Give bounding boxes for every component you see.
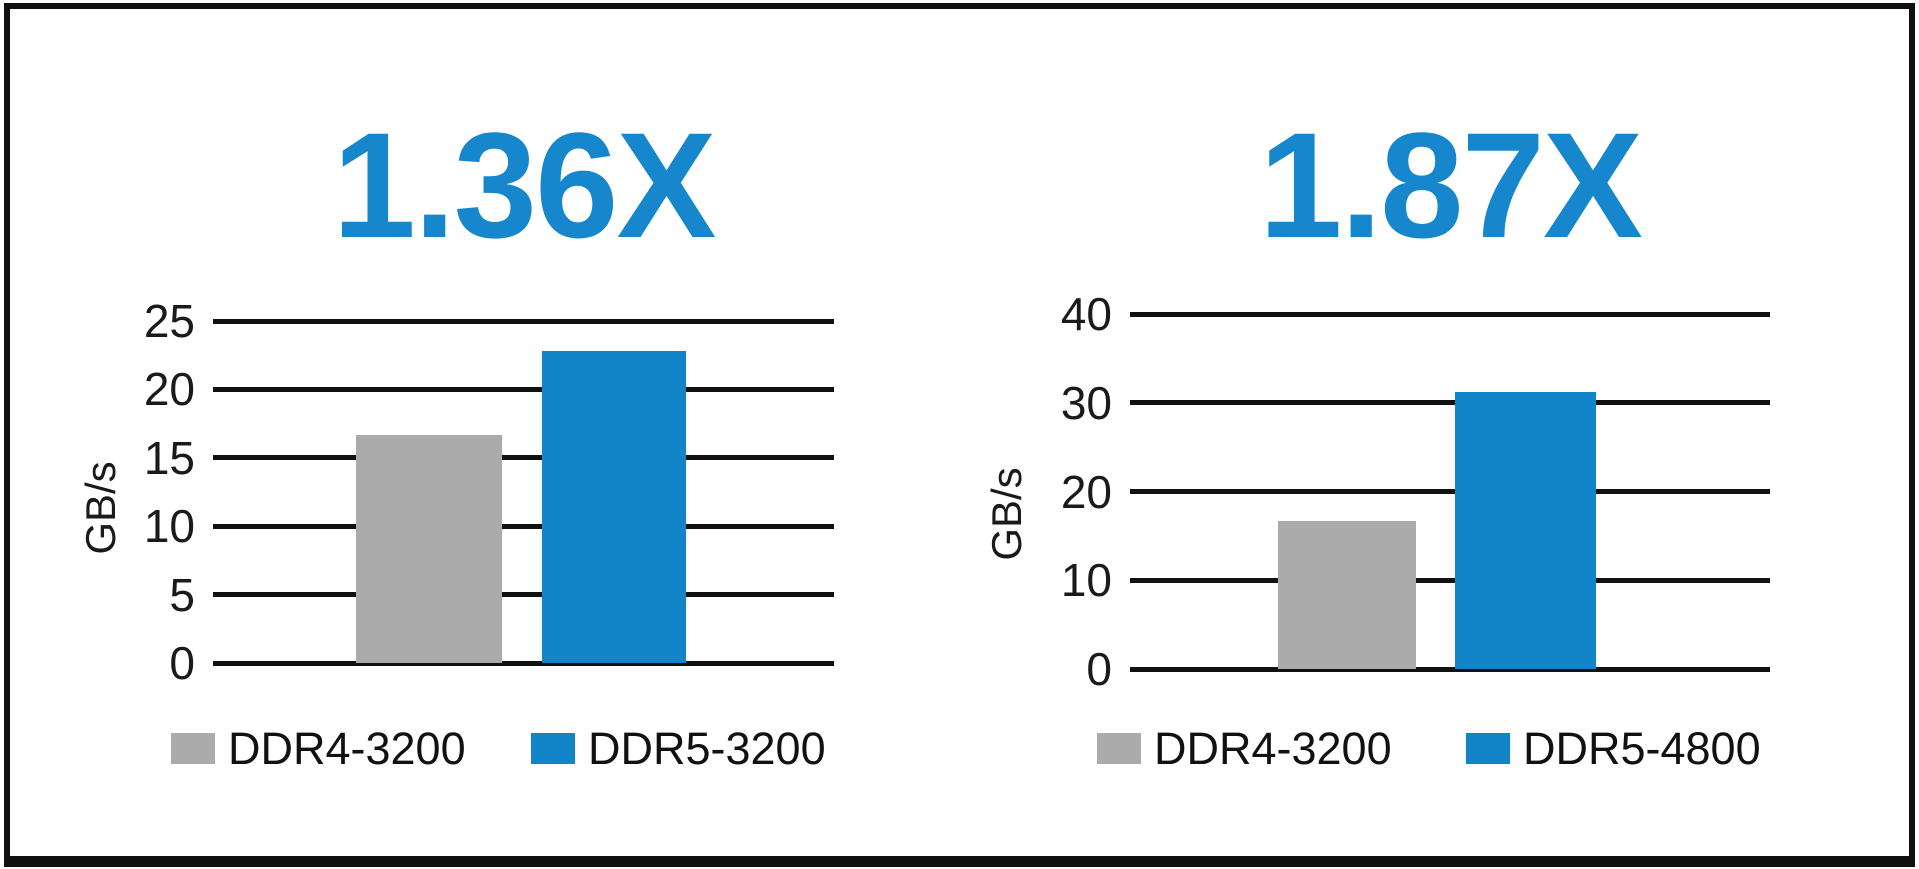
speedup-title-right: 1.87X — [1259, 101, 1643, 269]
y-tick-label: 15 — [143, 431, 195, 484]
gridline-y-30 — [1130, 400, 1770, 406]
gridline-y-10 — [1130, 577, 1770, 583]
y-tick-label: 10 — [143, 500, 195, 553]
legend-swatch-ddr5-4800 — [1466, 732, 1510, 764]
bar-ddr5-4800 — [1455, 392, 1596, 669]
y-tick-label: 20 — [143, 363, 195, 416]
legend-item-ddr4-3200: DDR4-3200 — [1097, 726, 1392, 771]
y-tick-label: 30 — [1060, 376, 1112, 429]
gridline-y-0 — [213, 660, 834, 666]
gridline-y-20 — [1130, 489, 1770, 494]
legend-label: DDR5-3200 — [588, 722, 826, 774]
gridline-y-40 — [1130, 311, 1770, 317]
speedup-title-left: 1.36X — [332, 101, 717, 269]
gridline-y-15 — [213, 455, 834, 461]
legend-label: DDR5-4800 — [1523, 722, 1761, 774]
y-tick-label: 20 — [1060, 465, 1112, 518]
y-tick-label: 5 — [169, 568, 195, 621]
legend-swatch-ddr5-3200 — [531, 732, 575, 764]
gridline-y-0 — [1130, 666, 1770, 672]
bar-ddr4-3200 — [1278, 521, 1416, 669]
y-tick-label: 25 — [143, 295, 195, 347]
y-tick-label: 10 — [1060, 554, 1112, 607]
y-tick-label: 40 — [1060, 288, 1112, 340]
legend-item-ddr5-4800: DDR5-4800 — [1466, 726, 1761, 771]
legend-label: DDR4-3200 — [1154, 722, 1392, 774]
legend-swatch-ddr4-3200 — [1097, 732, 1141, 764]
legend-label: DDR4-3200 — [228, 722, 466, 774]
legend-item-ddr4-3200: DDR4-3200 — [171, 726, 466, 771]
y-tick-label: 0 — [169, 637, 195, 689]
y-tick-label: 0 — [1086, 643, 1112, 695]
gridline-y-5 — [213, 592, 834, 598]
bar-ddr4-3200 — [356, 435, 502, 663]
gridline-y-25 — [213, 318, 834, 324]
plot-area-left — [213, 318, 834, 666]
legend-swatch-ddr4-3200 — [171, 732, 215, 764]
bar-ddr5-3200 — [542, 351, 686, 663]
gridline-y-10 — [213, 523, 834, 529]
gridline-y-20 — [213, 386, 834, 392]
legend-item-ddr5-3200: DDR5-3200 — [531, 726, 826, 771]
plot-area-right — [1130, 311, 1770, 672]
